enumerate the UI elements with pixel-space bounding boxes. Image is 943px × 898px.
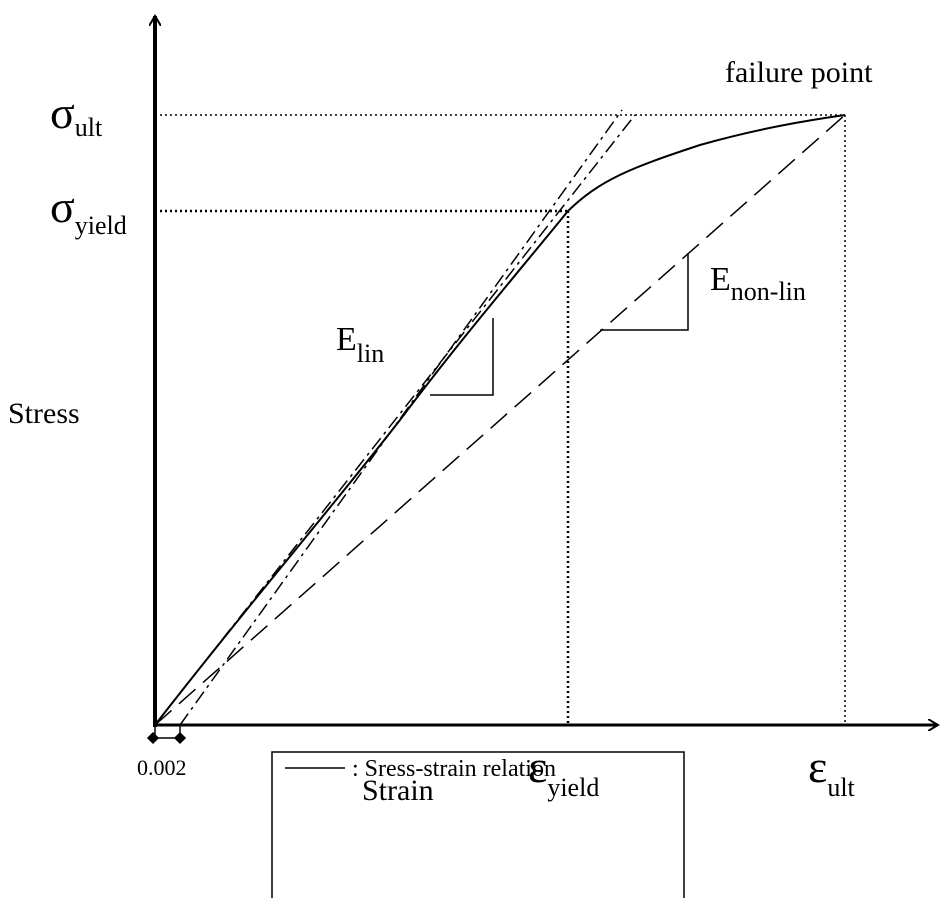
sigma-ult: σult — [50, 87, 103, 142]
legend-label: : Sress-strain relation — [352, 756, 556, 782]
eps-ult: εult — [808, 741, 856, 802]
stress-strain-curve — [154, 114, 846, 726]
offset-marker — [146, 725, 187, 745]
legend-box — [271, 751, 685, 898]
x-axis-label: Strain — [362, 774, 434, 807]
e-nonlin: Enon-lin — [710, 261, 806, 306]
title: failure point — [725, 56, 873, 89]
eps-yield: εyield — [528, 741, 599, 802]
secant-line — [154, 114, 846, 726]
offset-label: 0.002 — [137, 755, 187, 780]
sigma-yield: σyield — [50, 181, 127, 240]
reference-lines — [160, 114, 846, 725]
e-lin: Elin — [336, 321, 384, 368]
y-axis-label: Stress — [8, 397, 80, 430]
slope-triangle — [430, 318, 494, 396]
slope-triangle — [600, 253, 689, 331]
